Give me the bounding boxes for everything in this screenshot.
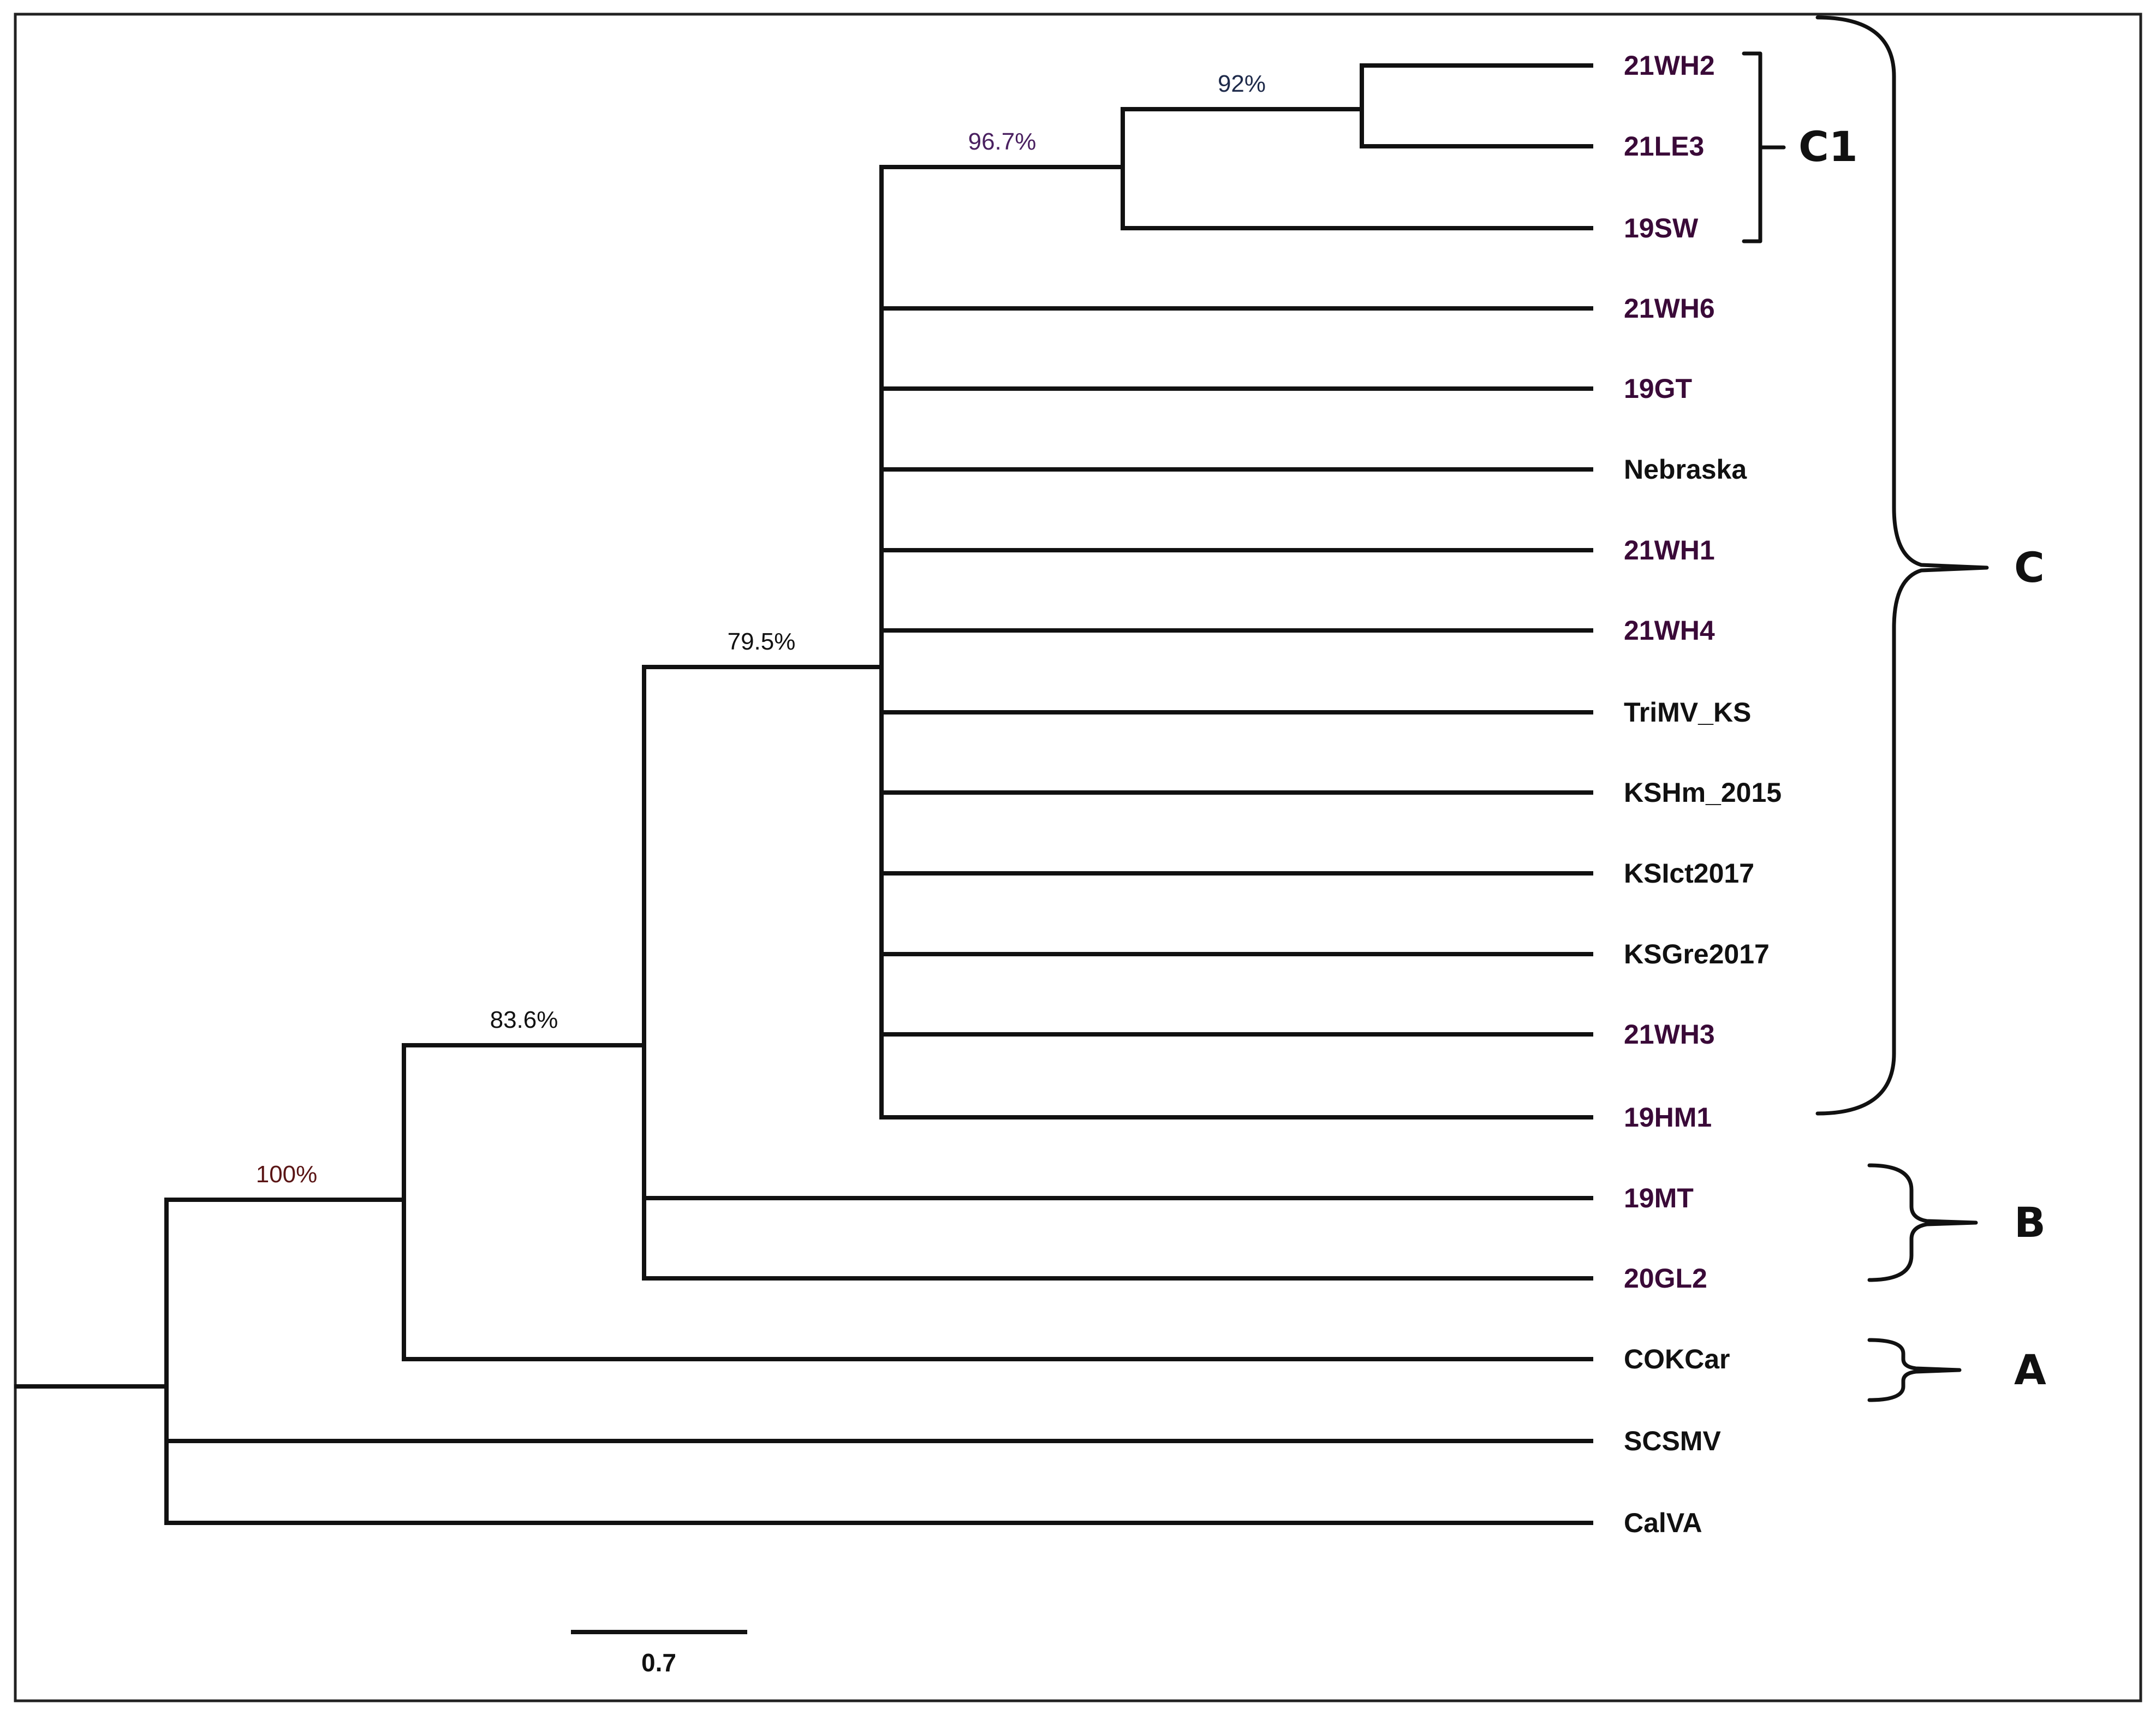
leaf-labels: 21WH2 21LE3 19SW 21WH6 19GT Nebraska 21W… — [1624, 50, 1782, 1538]
clade-label-c1: C1 — [1798, 122, 1858, 171]
leaf-label-kshm-2015: KSHm_2015 — [1624, 777, 1782, 808]
bracket-c — [1815, 15, 1989, 1116]
tree-branches — [14, 63, 1593, 1525]
support-values: 92% 96.7% 79.5% 83.6% 100% — [256, 70, 1266, 1188]
leaf-label-nebraska: Nebraska — [1624, 454, 1747, 485]
leaf-label-20gl2: 20GL2 — [1624, 1263, 1707, 1294]
leaf-label-21le3: 21LE3 — [1624, 131, 1704, 162]
support-value-79-5: 79.5% — [728, 628, 796, 655]
scale-bar-label: 0.7 — [641, 1648, 676, 1677]
bracket-a — [1867, 1338, 1962, 1402]
support-value-100: 100% — [256, 1161, 318, 1188]
leaf-label-scsmv: SCSMV — [1624, 1426, 1721, 1456]
leaf-label-21wh4: 21WH4 — [1624, 615, 1715, 646]
support-value-96-7: 96.7% — [968, 128, 1037, 155]
leaf-label-19sw: 19SW — [1624, 213, 1699, 243]
leaf-label-19hm1: 19HM1 — [1624, 1102, 1712, 1133]
leaf-label-21wh1: 21WH1 — [1624, 535, 1715, 565]
clade-label-a: A — [2014, 1345, 2046, 1394]
figure-frame — [14, 13, 2142, 1702]
leaf-label-21wh3: 21WH3 — [1624, 1019, 1715, 1050]
support-value-92: 92% — [1218, 70, 1266, 97]
leaf-label-21wh2: 21WH2 — [1624, 50, 1715, 81]
leaf-label-19gt: 19GT — [1624, 373, 1692, 404]
leaf-label-ksgre2017: KSGre2017 — [1624, 939, 1770, 969]
scale-bar: 0.7 — [571, 1630, 747, 1677]
leaf-label-ksict2017: KSIct2017 — [1624, 858, 1754, 889]
clade-brackets: C1 C B A — [1742, 15, 2046, 1402]
bracket-c1 — [1742, 51, 1762, 243]
leaf-label-calva: CalVA — [1624, 1508, 1702, 1538]
bracket-b — [1867, 1163, 1978, 1282]
leaf-label-cokcar: COKCar — [1624, 1344, 1730, 1374]
leaf-label-trimv-ks: TriMV_KS — [1624, 697, 1751, 728]
clade-label-c: C — [2014, 543, 2045, 592]
leaf-label-21wh6: 21WH6 — [1624, 293, 1715, 324]
clade-label-b: B — [2014, 1198, 2046, 1247]
support-value-83-6: 83.6% — [490, 1007, 558, 1033]
leaf-label-19mt: 19MT — [1624, 1183, 1694, 1213]
